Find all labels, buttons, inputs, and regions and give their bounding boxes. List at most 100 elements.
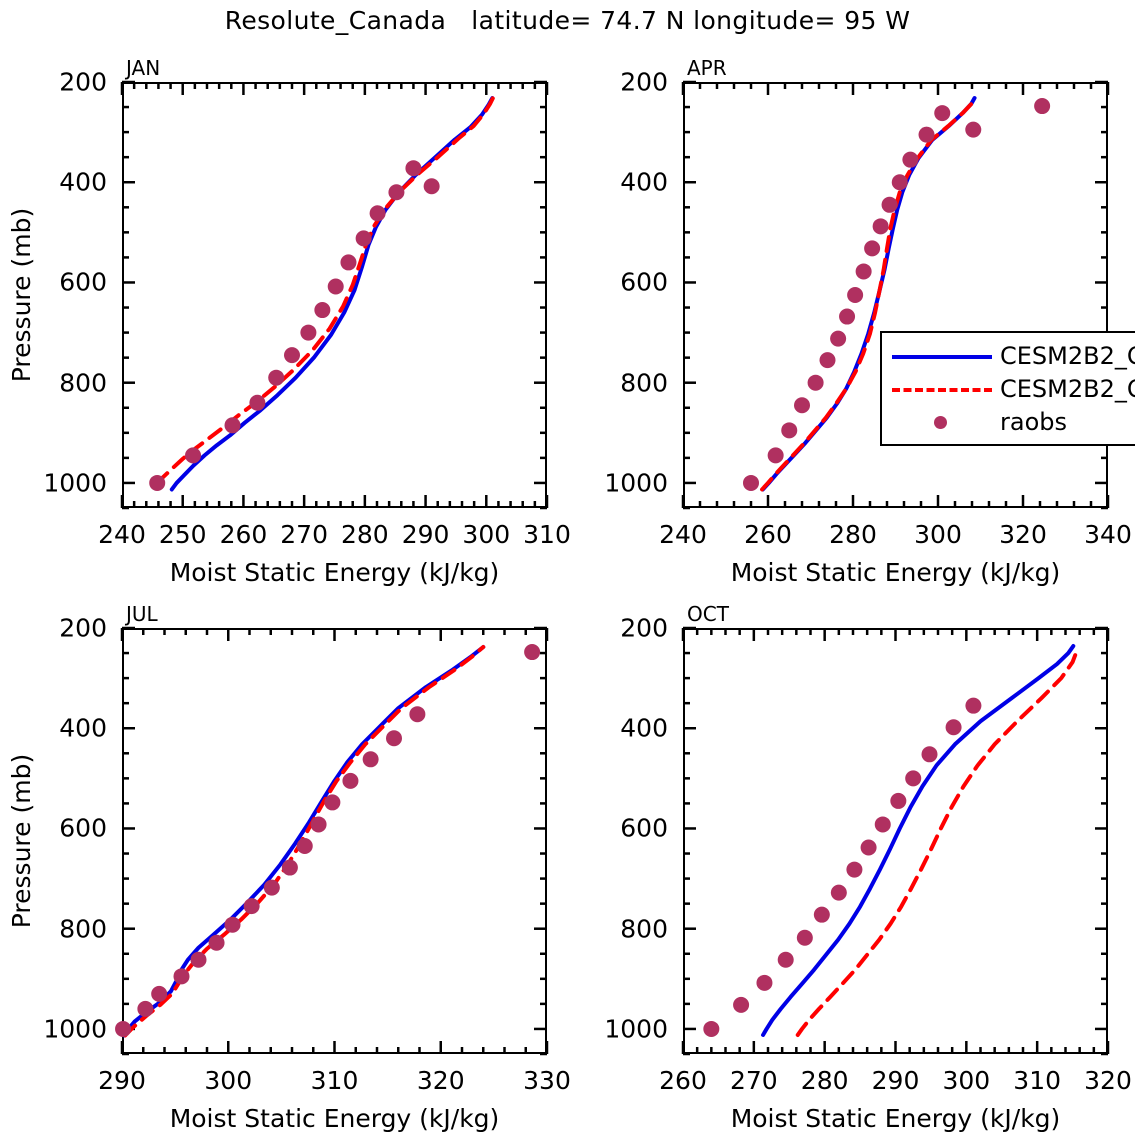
data-marker (296, 838, 313, 855)
data-marker (208, 934, 225, 951)
ytick-label-apr-4: 1000 (604, 468, 668, 498)
xaxis-title-oct: Moist Static Energy (kJ/kg) (730, 1104, 1061, 1133)
panel-label-jan: JAN (126, 56, 161, 80)
xtick-label-apr-5: 340 (1084, 520, 1132, 549)
data-marker (386, 730, 402, 747)
ytick-label-oct-3: 800 (620, 914, 668, 944)
data-marker (300, 324, 317, 341)
xtick-label-jul-0: 290 (98, 1066, 146, 1095)
data-marker (965, 121, 982, 138)
xtick-label-oct-1: 270 (729, 1066, 778, 1095)
xtick-label-apr-1: 260 (744, 520, 792, 549)
xaxis-title-jul: Moist Static Energy (kJ/kg) (169, 1104, 500, 1133)
data-marker (807, 374, 824, 391)
data-marker (524, 644, 541, 661)
xtick-label-jan-4: 280 (340, 520, 389, 549)
data-marker (781, 422, 798, 439)
plot-frame-jan (122, 82, 547, 508)
ytick-label-apr-3: 800 (620, 368, 668, 398)
legend-item-solid: CESM2B2_Oslo_ (882, 339, 1135, 372)
legend-key-dashed-line (882, 379, 1000, 399)
series-line-1 (760, 96, 977, 492)
data-marker (767, 447, 784, 464)
xtick-label-oct-6: 320 (1084, 1066, 1132, 1095)
data-marker (965, 697, 982, 714)
data-marker (409, 706, 426, 723)
dashed-line-icon (892, 387, 992, 392)
data-marker (243, 898, 260, 915)
ytick-label-oct-4: 1000 (604, 1014, 668, 1044)
data-marker (151, 985, 168, 1002)
data-marker (872, 218, 889, 235)
data-marker (918, 126, 935, 143)
data-marker (777, 951, 794, 968)
ytick-label-jan-2: 600 (59, 267, 107, 297)
series-line-0 (169, 96, 495, 492)
data-marker (281, 859, 298, 876)
xtick-label-jan-7: 310 (523, 520, 571, 549)
xtick-label-apr-3: 300 (914, 520, 962, 549)
data-marker (224, 916, 241, 933)
legend-label-2: raobs (1000, 407, 1067, 436)
data-marker (314, 302, 331, 319)
ytick-label-jan-0: 200 (59, 67, 107, 97)
data-marker (839, 308, 856, 325)
data-marker (902, 151, 919, 168)
ytick-label-jul-3: 800 (59, 914, 107, 944)
ytick-label-oct-1: 400 (620, 713, 668, 743)
xaxis-title-apr: Moist Static Energy (kJ/kg) (730, 558, 1061, 587)
xtick-label-jul-4: 330 (523, 1066, 571, 1095)
data-marker (890, 792, 907, 809)
xtick-label-jan-3: 270 (280, 520, 328, 549)
panel-label-jul: JUL (126, 602, 158, 626)
data-marker (310, 816, 327, 833)
ytick-label-jan-4: 1000 (43, 468, 107, 498)
data-marker (362, 751, 379, 768)
ytick-label-jul-4: 1000 (43, 1014, 107, 1044)
data-marker (881, 196, 898, 213)
ytick-label-jul-0: 200 (59, 613, 107, 643)
data-marker (945, 719, 962, 736)
xtick-label-oct-2: 280 (800, 1066, 849, 1095)
data-marker (369, 205, 386, 222)
xtick-label-oct-3: 290 (871, 1066, 920, 1095)
data-marker (813, 906, 830, 923)
data-marker (847, 287, 864, 303)
ytick-label-apr-2: 600 (620, 267, 668, 297)
data-marker (284, 347, 300, 364)
xtick-label-jan-6: 300 (462, 520, 511, 549)
ytick-label-jan-1: 400 (59, 167, 107, 197)
data-marker (185, 447, 202, 464)
xtick-label-jan-2: 260 (219, 520, 268, 549)
panel-label-apr: APR (687, 56, 727, 80)
xtick-label-jan-0: 240 (98, 520, 146, 549)
legend-key-marker (882, 412, 1000, 432)
figure-title: Resolute_Canada latitude= 74.7 N longitu… (224, 6, 911, 35)
data-marker (756, 974, 773, 991)
data-marker (388, 184, 405, 201)
data-marker (796, 929, 813, 946)
data-marker (423, 178, 440, 195)
solid-line-icon (892, 354, 992, 359)
xtick-label-apr-2: 280 (829, 520, 877, 549)
series-line-1 (155, 96, 495, 485)
xtick-label-oct-0: 260 (659, 1066, 707, 1095)
data-marker (173, 968, 190, 985)
xtick-label-jul-2: 310 (310, 1066, 359, 1095)
data-marker (733, 996, 750, 1013)
data-marker (190, 951, 207, 968)
xtick-label-jul-3: 320 (416, 1066, 465, 1095)
xtick-label-oct-5: 310 (1013, 1066, 1062, 1095)
data-marker (934, 105, 951, 122)
data-marker (921, 746, 938, 763)
data-marker (905, 770, 922, 787)
data-marker (263, 879, 280, 896)
ytick-label-oct-2: 600 (620, 813, 668, 843)
data-marker (324, 794, 341, 811)
xtick-label-jan-1: 250 (158, 520, 207, 549)
data-marker (743, 474, 759, 491)
data-marker (794, 397, 810, 414)
data-marker (340, 254, 357, 271)
